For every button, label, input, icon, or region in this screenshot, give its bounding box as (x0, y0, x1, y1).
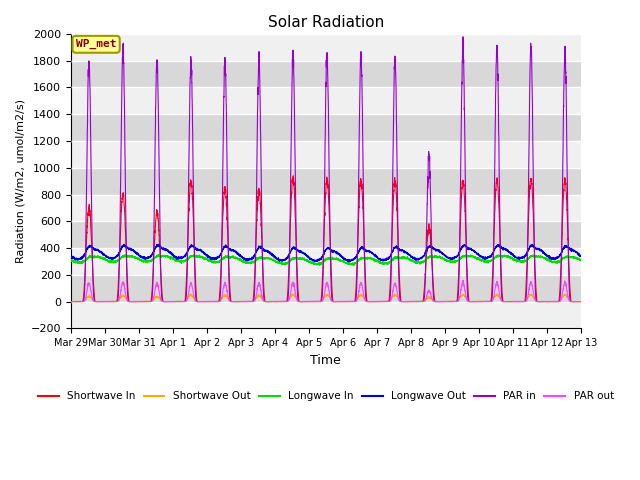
Bar (71, 301, 580, 328)
Bar (71, 60, 580, 87)
Bar (71, 168, 580, 194)
Bar (71, 34, 580, 60)
Bar (71, 275, 580, 301)
Bar (71, 114, 580, 141)
X-axis label: Time: Time (310, 354, 341, 367)
Bar (71, 248, 580, 275)
Bar (71, 141, 580, 168)
Bar (71, 194, 580, 221)
Legend: Shortwave In, Shortwave Out, Longwave In, Longwave Out, PAR in, PAR out: Shortwave In, Shortwave Out, Longwave In… (33, 387, 618, 406)
Text: WP_met: WP_met (76, 39, 116, 49)
Bar (71, 221, 580, 248)
Bar (71, 87, 580, 114)
Y-axis label: Radiation (W/m2, umol/m2/s): Radiation (W/m2, umol/m2/s) (15, 99, 25, 263)
Title: Solar Radiation: Solar Radiation (268, 15, 384, 30)
